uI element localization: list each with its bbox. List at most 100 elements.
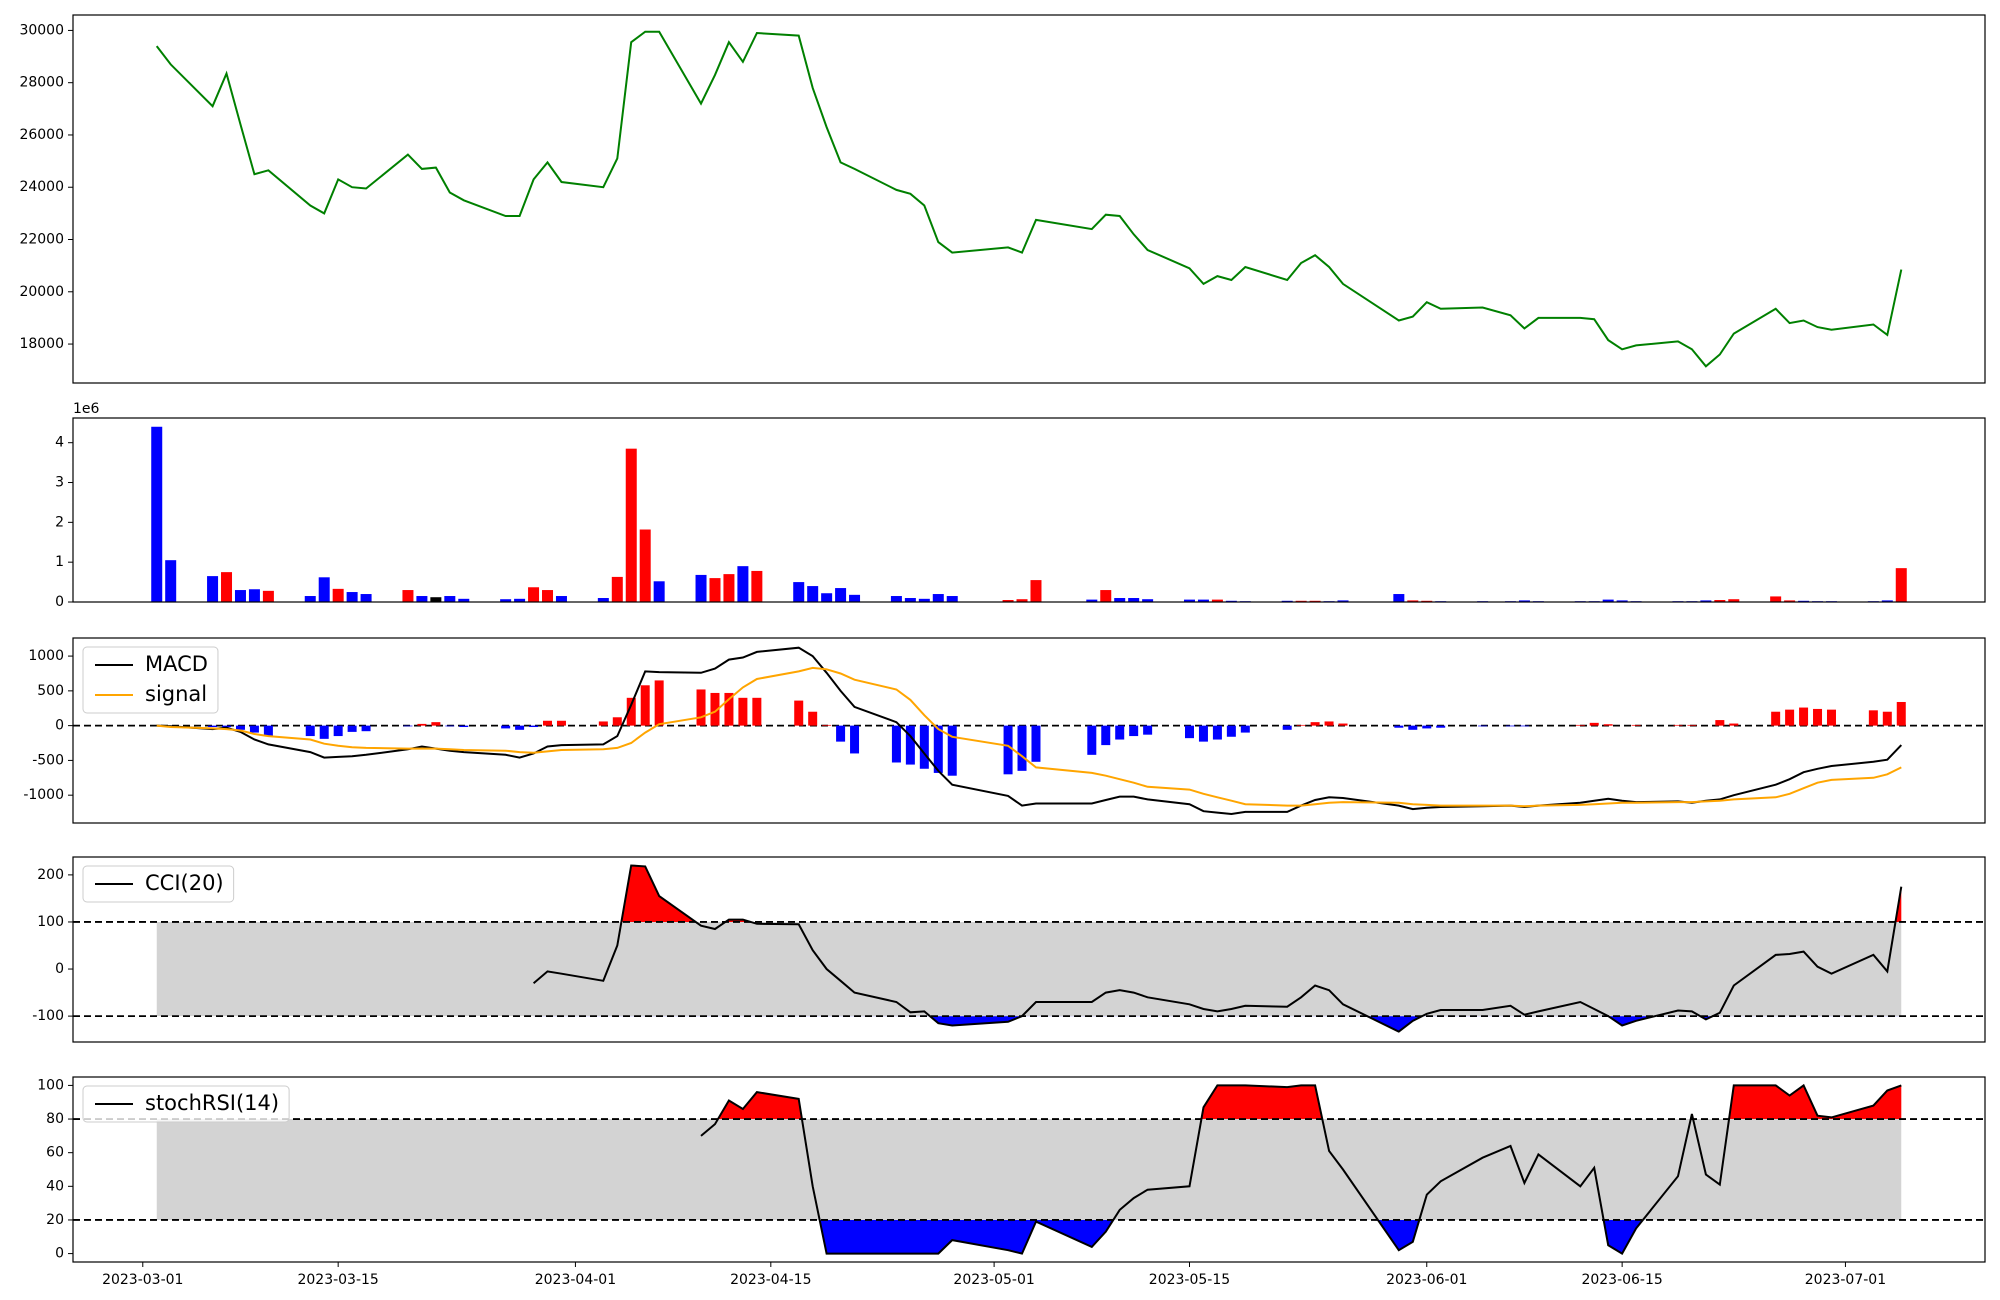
histogram-bar bbox=[1408, 725, 1418, 730]
y-tick-label: 1 bbox=[55, 554, 64, 570]
y-tick-label: 30000 bbox=[19, 22, 64, 38]
volume-bar bbox=[402, 590, 414, 602]
histogram-bar bbox=[445, 725, 455, 727]
histogram-bar bbox=[1826, 709, 1836, 726]
volume-bar bbox=[1002, 600, 1014, 602]
histogram-bar bbox=[598, 721, 608, 726]
histogram-bar bbox=[1296, 724, 1306, 726]
volume-bar bbox=[918, 598, 930, 602]
volume-bar bbox=[165, 560, 177, 602]
histogram-bar bbox=[850, 725, 860, 754]
volume-bar bbox=[946, 596, 958, 602]
histogram-bar bbox=[417, 723, 427, 726]
histogram-bar bbox=[696, 689, 706, 726]
x-tick-label: 2023-04-01 bbox=[535, 1272, 616, 1288]
histogram-bar bbox=[1240, 725, 1250, 733]
axes-frame bbox=[72, 417, 1986, 603]
histogram-bar bbox=[1394, 725, 1404, 728]
y-tick-label: 26000 bbox=[19, 127, 64, 143]
volume-bar bbox=[500, 599, 512, 602]
axes-frame bbox=[72, 14, 1986, 384]
volume-bar bbox=[1211, 599, 1223, 602]
volume-bar bbox=[1100, 590, 1112, 602]
panel: 0 20 40 60 80 100 2023-03-01 2023-03-15 2023-04-… bbox=[37, 1076, 1986, 1288]
volume-bar bbox=[932, 594, 944, 602]
legend-frame bbox=[82, 1085, 290, 1123]
histogram-bar bbox=[738, 697, 748, 726]
histogram-bar bbox=[515, 725, 525, 730]
y-tick-label: 80 bbox=[46, 1111, 64, 1127]
histogram-bar bbox=[556, 720, 566, 726]
histogram-bar bbox=[1478, 725, 1488, 727]
volume-bar bbox=[751, 570, 763, 602]
histogram-bar bbox=[654, 680, 664, 726]
histogram-bar bbox=[1882, 711, 1892, 726]
volume-bar bbox=[360, 594, 372, 602]
histogram-bar bbox=[640, 685, 650, 726]
histogram-bar bbox=[1519, 725, 1529, 727]
histogram-bar bbox=[933, 725, 943, 773]
histogram-bar bbox=[1226, 725, 1236, 737]
indicator-line bbox=[700, 1083, 1902, 1255]
histogram-bar bbox=[1017, 725, 1027, 771]
overbought-fill bbox=[717, 1085, 1902, 1120]
histogram-bar bbox=[1422, 725, 1432, 729]
y-tick-label: 2 bbox=[55, 514, 64, 530]
histogram-bar bbox=[626, 697, 636, 726]
volume-bar bbox=[1030, 580, 1042, 602]
histogram-bar bbox=[1212, 725, 1222, 740]
plot-area bbox=[151, 426, 1907, 602]
y-tick-label: -500 bbox=[32, 752, 64, 768]
y-tick-label: 28000 bbox=[19, 75, 64, 91]
histogram-bar bbox=[249, 725, 259, 733]
histogram-bar bbox=[1129, 725, 1139, 737]
volume-bar bbox=[625, 448, 637, 602]
volume-bar bbox=[555, 596, 567, 602]
volume-bar bbox=[737, 566, 749, 602]
histogram-bar bbox=[822, 724, 832, 726]
volume-bar bbox=[639, 529, 651, 602]
legend-label: CCI(20) bbox=[145, 871, 224, 895]
volume-bar bbox=[653, 581, 665, 602]
y-tick-label: 200 bbox=[37, 867, 64, 883]
histogram-bar bbox=[1505, 725, 1515, 727]
y-tick-label: 0 bbox=[55, 1246, 64, 1262]
y-tick-label: 1000 bbox=[28, 648, 64, 664]
volume-bar bbox=[695, 574, 707, 602]
y-tick-label: 40 bbox=[46, 1178, 64, 1194]
histogram-bar bbox=[1813, 708, 1823, 726]
histogram-bar bbox=[263, 725, 273, 737]
y-tick-label: 0 bbox=[55, 594, 64, 610]
volume-bar bbox=[611, 576, 623, 602]
y-tick-label: -100 bbox=[32, 1008, 64, 1024]
volume-bar bbox=[1016, 599, 1028, 602]
offset-label: 1e6 bbox=[73, 401, 100, 417]
y-tick-label: 4 bbox=[55, 435, 64, 451]
volume-bar bbox=[221, 572, 233, 602]
histogram-bar bbox=[710, 692, 720, 726]
volume-bar bbox=[1770, 596, 1782, 602]
histogram-bar bbox=[1087, 725, 1097, 755]
histogram-bar bbox=[1324, 721, 1334, 726]
axes-frame bbox=[72, 637, 1986, 824]
histogram-bar bbox=[208, 725, 218, 728]
histogram-bar bbox=[1101, 725, 1111, 746]
histogram-bar bbox=[836, 725, 846, 742]
x-tick-label: 2023-03-01 bbox=[102, 1272, 183, 1288]
histogram-bar bbox=[919, 725, 929, 769]
histogram-bar bbox=[1799, 707, 1809, 726]
volume-bar bbox=[458, 598, 470, 602]
volume-bar bbox=[318, 577, 330, 602]
volume-bar bbox=[207, 576, 219, 602]
histogram-bar bbox=[361, 725, 371, 732]
panel: -1000 -500 0 500 1000 MACD signal bbox=[23, 637, 1986, 824]
histogram-bar bbox=[1198, 725, 1208, 742]
histogram-bar bbox=[752, 697, 762, 726]
legend-label: signal bbox=[145, 682, 207, 706]
histogram-bar bbox=[319, 725, 329, 739]
price-line bbox=[155, 30, 1903, 368]
histogram-bar bbox=[1631, 724, 1641, 726]
histogram-bar bbox=[947, 725, 957, 776]
histogram-bar bbox=[891, 725, 901, 763]
